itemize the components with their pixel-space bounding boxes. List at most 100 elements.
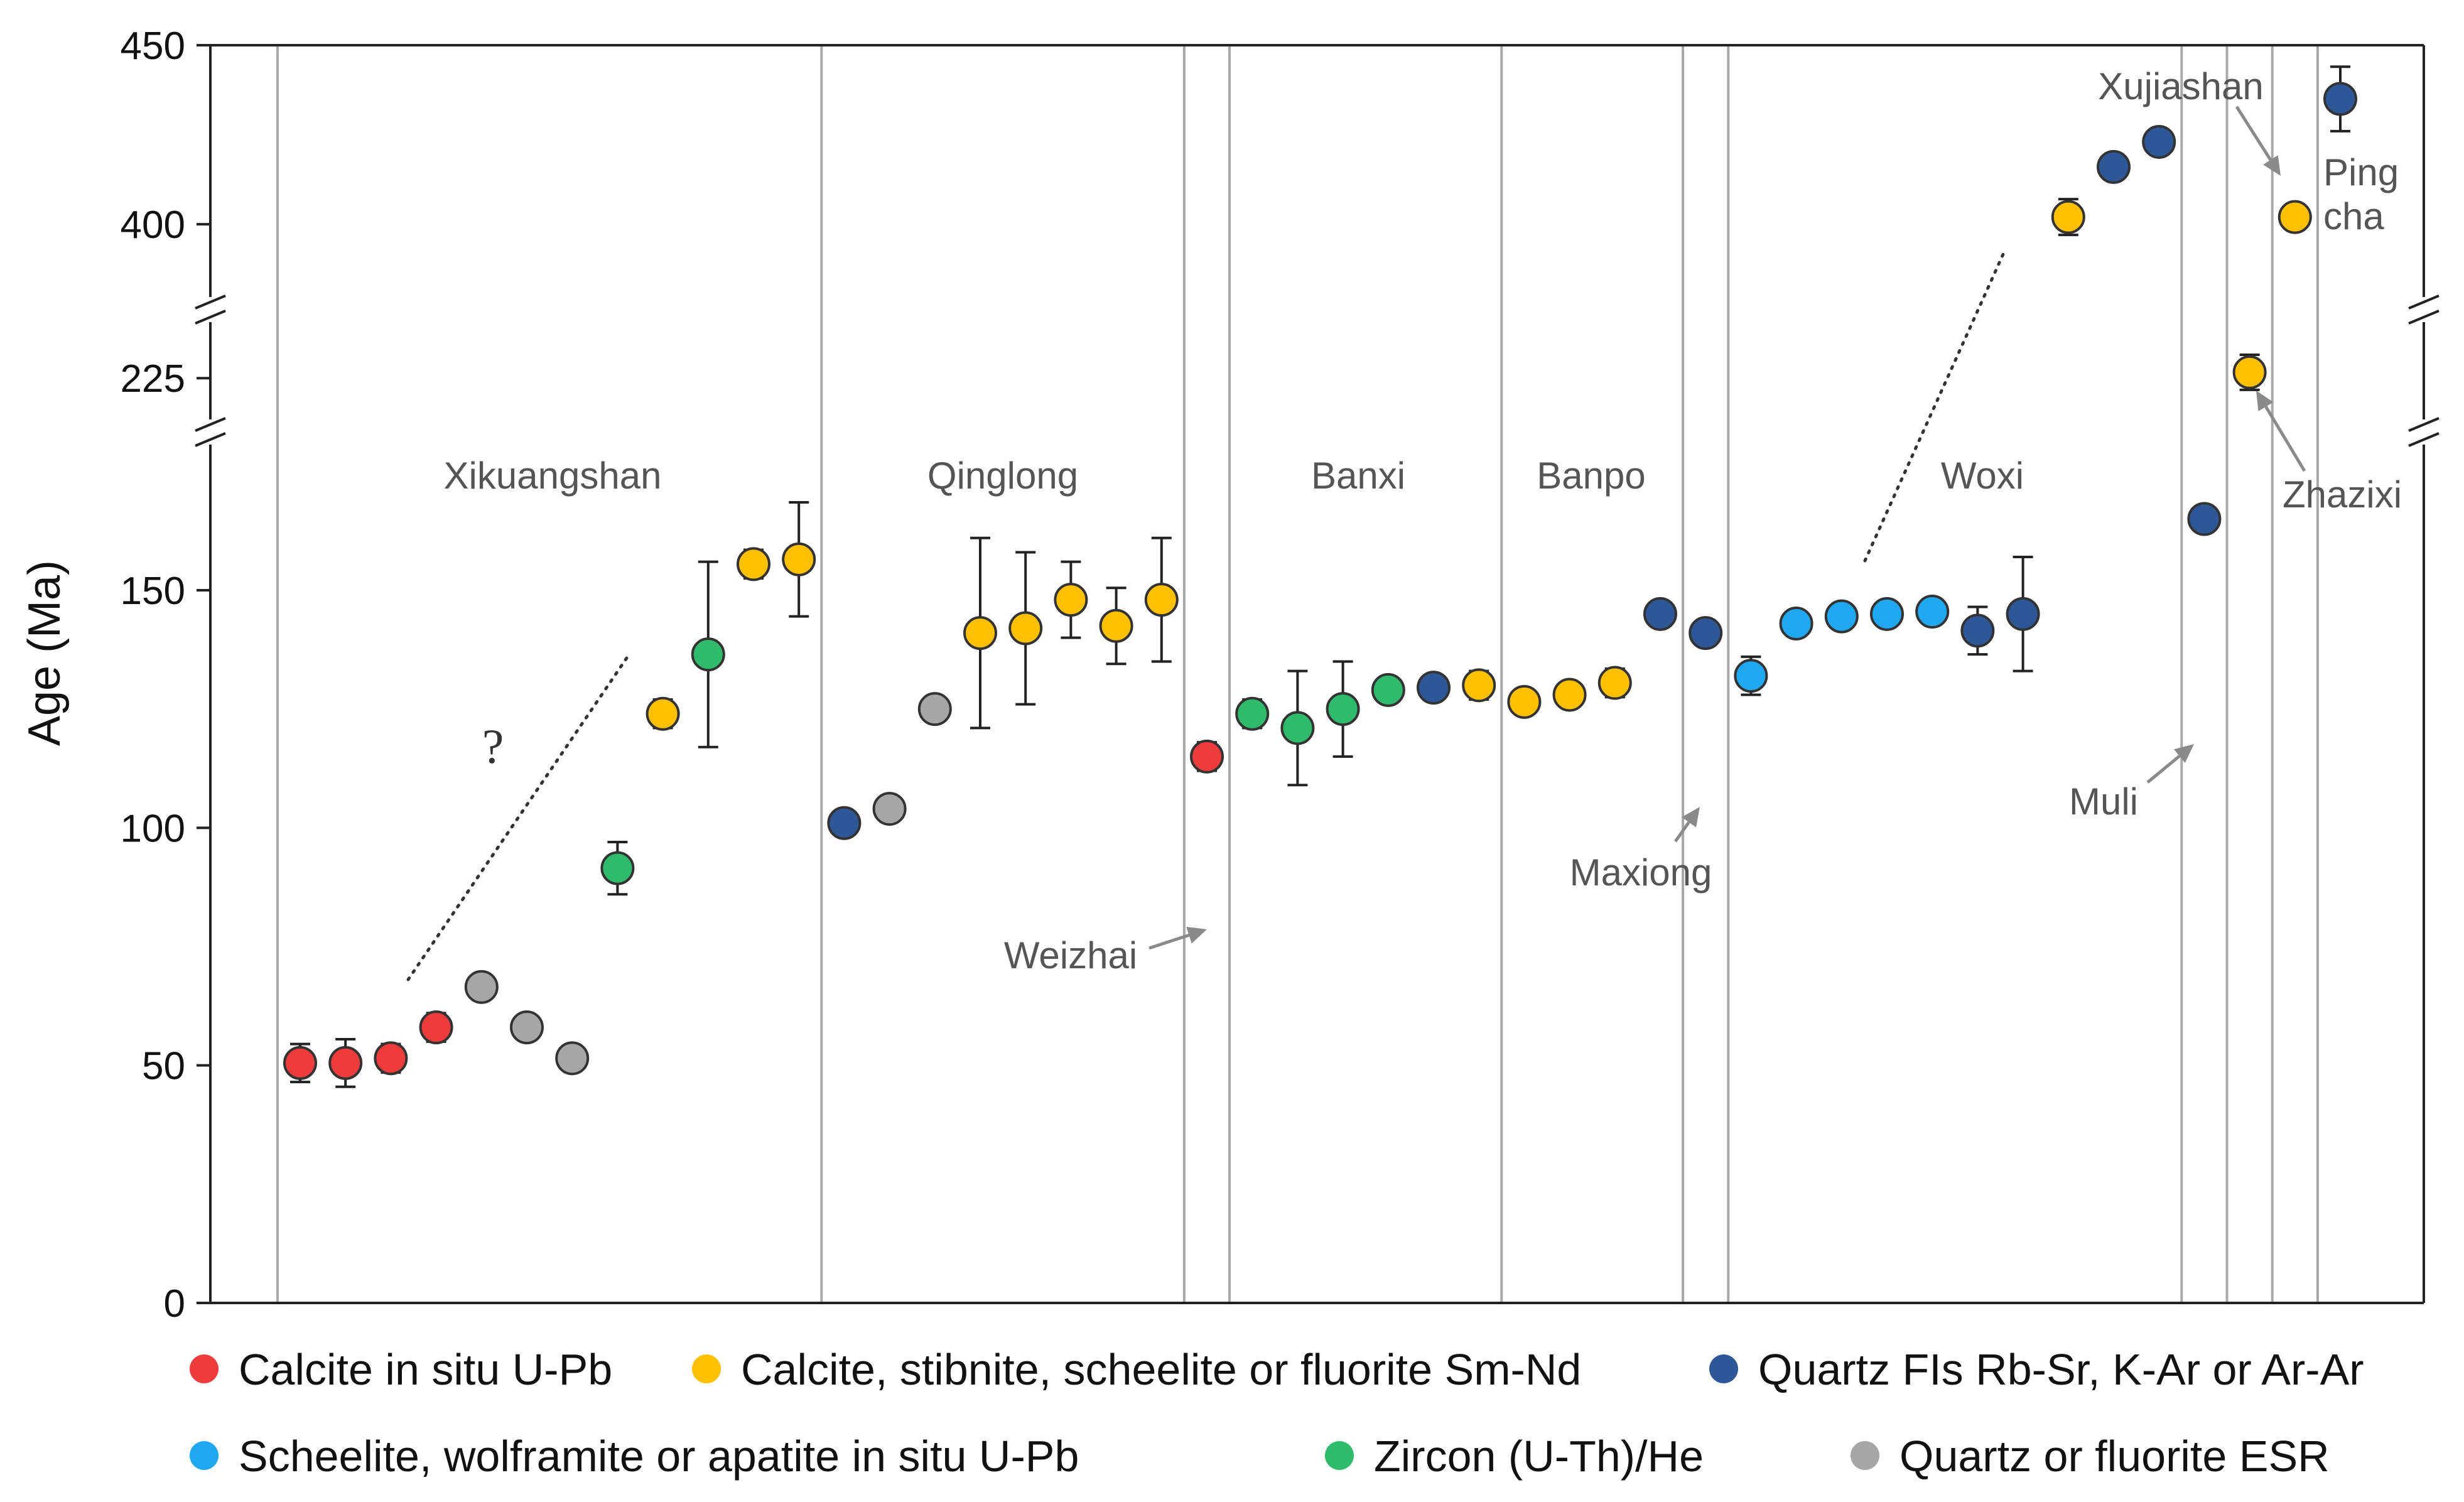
point-quartz-fis <box>1960 613 1995 648</box>
point-smnd <box>1144 583 1179 617</box>
arrow-line <box>2146 755 2181 784</box>
legend-item-quartz-fis: Quartz FIs Rb-Sr, K-Ar or Ar-Ar <box>1709 1345 2364 1394</box>
axis-break-mark <box>2408 417 2440 432</box>
point-smnd <box>1008 611 1043 646</box>
legend-label: Quartz FIs Rb-Sr, K-Ar or Ar-Ar <box>1758 1345 2364 1394</box>
point-scheelite-upb <box>1824 599 1859 634</box>
trend-dotted-line <box>1863 252 2005 563</box>
point-smnd <box>737 547 770 581</box>
point-zircon-he <box>691 637 725 672</box>
question-mark: ? <box>482 719 504 774</box>
deposit-label-banxi: Banxi <box>1311 455 1405 497</box>
point-scheelite-upb <box>1779 606 1813 640</box>
point-quartz-fis <box>2006 597 2040 631</box>
point-quartz-esr <box>464 970 499 1004</box>
point-smnd <box>2051 200 2085 234</box>
point-quartz-fis <box>1417 671 1451 705</box>
point-smnd <box>646 696 680 731</box>
legend-item-smnd: Calcite, stibnite, scheelite or fluorite… <box>692 1345 1581 1394</box>
deposit-label-qinglong: Qinglong <box>927 455 1078 497</box>
point-smnd <box>1552 678 1587 712</box>
arrow-head <box>1186 926 1207 944</box>
arrow-head <box>2256 391 2274 411</box>
trend-dotted-line <box>406 654 630 981</box>
axis-break-mark <box>195 417 226 432</box>
point-quartz-fis <box>2097 149 2131 184</box>
point-quartz-fis <box>2142 124 2176 159</box>
deposit-label-banpo: Banpo <box>1537 455 1646 497</box>
arrow-head <box>1682 807 1700 828</box>
data-points <box>283 65 2357 1088</box>
legend-item-quartz-esr: Quartz or fluorite ESR <box>1851 1432 2330 1481</box>
y-tick-label: 100 <box>121 807 185 850</box>
point-quartz-fis <box>1689 616 1723 651</box>
point-calcite-upb <box>1190 739 1224 774</box>
axis-break-mark <box>195 310 226 325</box>
deposit-label-zhazixi: Zhazixi <box>2283 473 2402 516</box>
point-smnd <box>782 542 816 576</box>
point-quartz-fis <box>2187 502 2222 536</box>
y-tick-label: 150 <box>121 570 185 613</box>
arrow-head <box>2263 155 2281 176</box>
y-tick-label: 50 <box>142 1045 185 1088</box>
legend-marker <box>692 1354 721 1383</box>
point-smnd <box>1462 668 1496 703</box>
legend-label: Calcite, stibnite, scheelite or fluorite… <box>741 1345 1581 1394</box>
point-calcite-upb <box>419 1010 453 1045</box>
deposit-label-muli: Muli <box>2069 781 2138 823</box>
legend-marker <box>1325 1441 1354 1470</box>
axis-break-mark <box>195 294 226 310</box>
deposit-label-cha: cha <box>2323 195 2384 237</box>
y-tick-label: 450 <box>121 24 185 68</box>
point-calcite-upb <box>328 1045 363 1080</box>
axis-break-mark <box>2408 294 2440 310</box>
y-axis-title: Age (Ma) <box>19 560 70 746</box>
deposit-dividers <box>276 45 2319 1303</box>
axis-break-mark <box>2408 310 2440 325</box>
point-scheelite-upb <box>1734 659 1768 693</box>
point-smnd <box>2232 355 2267 389</box>
y-tick-label: 400 <box>121 203 185 247</box>
legend-label: Zircon (U-Th)/He <box>1374 1432 1704 1481</box>
legend-marker <box>190 1441 219 1470</box>
legend-label: Quartz or fluorite ESR <box>1899 1432 2330 1481</box>
arrow-line <box>1148 933 1190 950</box>
arrow-head <box>2173 744 2194 763</box>
point-zircon-he <box>1235 696 1270 731</box>
deposit-labels: Xikuangshan Qinglong Weizhai Banxi Banpo Maxi… <box>444 65 2402 976</box>
deposit-label-weizhai: Weizhai <box>1004 934 1137 976</box>
arrow-line <box>1673 821 1690 843</box>
point-quartz-esr <box>872 792 907 826</box>
point-smnd <box>2278 200 2312 234</box>
y-tick-label: 225 <box>121 357 185 401</box>
axis-break-mark <box>195 432 226 447</box>
point-smnd <box>1054 583 1088 617</box>
legend-label: Calcite in situ U-Pb <box>239 1345 612 1394</box>
deposit-label-ping: Ping <box>2323 151 2399 193</box>
arrow-line <box>2264 406 2306 472</box>
legend-marker <box>1709 1354 1738 1383</box>
arrow-line <box>2235 105 2272 161</box>
deposit-label-maxiong: Maxiong <box>1570 851 1712 894</box>
legend-marker <box>190 1354 219 1383</box>
point-quartz-esr <box>555 1041 590 1076</box>
point-quartz-fis <box>1643 597 1677 631</box>
deposit-label-woxi: Woxi <box>1941 455 2024 497</box>
point-smnd <box>1597 666 1632 700</box>
point-quartz-esr <box>510 1010 544 1045</box>
point-scheelite-upb <box>1915 595 1950 629</box>
point-calcite-upb <box>283 1045 317 1080</box>
legend: Calcite in situ U-Pb Calcite, stibnite, s… <box>190 1345 2364 1481</box>
deposit-label-xikuangshan: Xikuangshan <box>444 455 662 497</box>
point-smnd <box>1099 608 1133 643</box>
point-smnd <box>1507 684 1542 719</box>
legend-item-zircon-he: Zircon (U-Th)/He <box>1325 1432 1704 1481</box>
point-quartz-fis <box>2323 82 2357 116</box>
legend-marker <box>1851 1441 1879 1470</box>
point-smnd <box>963 616 997 651</box>
point-zircon-he <box>1326 692 1360 727</box>
annotation-arrows <box>1148 105 2306 950</box>
point-quartz-esr <box>917 692 952 727</box>
point-zircon-he <box>1371 673 1405 707</box>
